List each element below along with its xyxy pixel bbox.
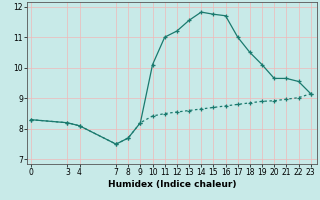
- X-axis label: Humidex (Indice chaleur): Humidex (Indice chaleur): [108, 180, 236, 189]
